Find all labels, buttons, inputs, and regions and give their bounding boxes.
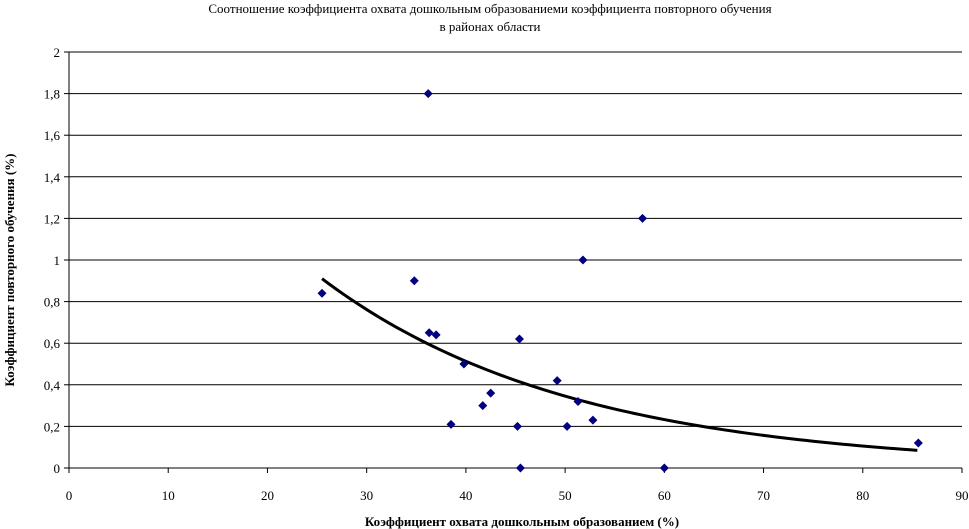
- y-tick-label: 0,4: [44, 378, 61, 393]
- data-point: [515, 463, 525, 473]
- chart-title-line2: в районах области: [439, 19, 540, 34]
- x-tick-label: 50: [559, 488, 572, 503]
- data-point: [409, 276, 419, 286]
- y-axis-label: Коэффициент повторного обучения (%): [2, 154, 17, 387]
- data-point: [424, 328, 434, 338]
- y-tick-label: 1,4: [44, 170, 61, 185]
- data-point: [459, 359, 469, 369]
- y-tick-label: 2: [54, 45, 61, 60]
- y-tick-label: 0,6: [44, 336, 61, 351]
- x-tick-label: 40: [459, 488, 472, 503]
- grid-lines: [69, 51, 962, 427]
- x-tick-label: 20: [261, 488, 274, 503]
- data-point: [573, 396, 583, 406]
- x-tick-label: 0: [66, 488, 73, 503]
- data-points: [317, 89, 923, 473]
- x-axis-label: Коэффициент охвата дошкольным образовани…: [365, 514, 679, 529]
- data-point: [562, 421, 572, 431]
- x-tick-label: 60: [658, 488, 671, 503]
- y-tick-label: 1: [54, 253, 61, 268]
- data-point: [423, 89, 433, 99]
- x-tick-label: 70: [757, 488, 770, 503]
- data-point: [446, 419, 456, 429]
- x-tick-label: 30: [360, 488, 373, 503]
- data-point: [659, 463, 669, 473]
- data-point: [638, 213, 648, 223]
- y-tick-label: 0,8: [44, 295, 60, 310]
- data-point: [578, 255, 588, 265]
- trendline-group: [321, 277, 918, 452]
- data-point: [512, 421, 522, 431]
- x-tick-label: 80: [856, 488, 869, 503]
- y-tick-labels: 0 0,2 0,4 0,6 0,8 1 1,2 1,4 1,6 1,8 2: [44, 45, 61, 476]
- data-point: [552, 376, 562, 386]
- data-point: [317, 288, 327, 298]
- data-point: [913, 438, 923, 448]
- data-point: [486, 388, 496, 398]
- data-point: [431, 330, 441, 340]
- y-tick-label: 0,2: [44, 419, 60, 434]
- trendline: [321, 277, 918, 452]
- data-point: [478, 401, 488, 411]
- axes: [64, 51, 963, 473]
- y-tick-label: 1,2: [44, 211, 60, 226]
- x-tick-label: 10: [162, 488, 175, 503]
- x-tick-label: 90: [956, 488, 969, 503]
- y-tick-label: 1,6: [44, 128, 61, 143]
- y-tick-label: 1,8: [44, 87, 60, 102]
- chart-title-line1: Соотношение коэффициента охвата дошкольн…: [208, 1, 771, 16]
- data-point: [514, 334, 524, 344]
- x-tick-labels: 0 10 20 30 40 50 60 70 80 90: [66, 488, 969, 503]
- y-tick-label: 0: [54, 461, 61, 476]
- data-point: [588, 415, 598, 425]
